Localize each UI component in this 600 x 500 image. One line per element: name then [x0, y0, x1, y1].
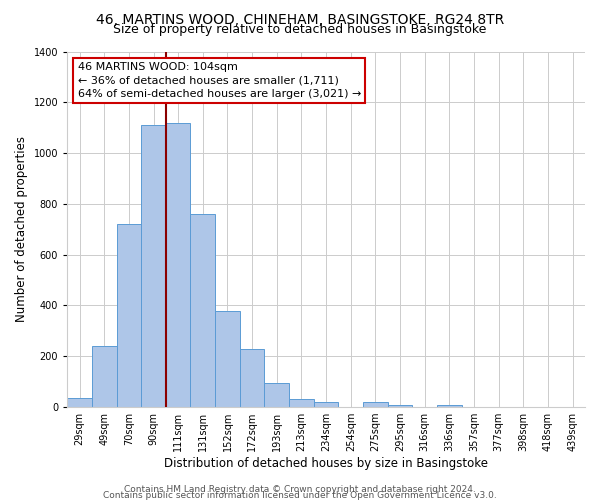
Bar — [166, 122, 190, 407]
Text: 46 MARTINS WOOD: 104sqm
← 36% of detached houses are smaller (1,711)
64% of semi: 46 MARTINS WOOD: 104sqm ← 36% of detache… — [77, 62, 361, 98]
Bar — [141, 125, 166, 407]
Bar — [437, 404, 462, 407]
Bar — [388, 404, 412, 407]
Bar — [215, 310, 240, 407]
Y-axis label: Number of detached properties: Number of detached properties — [15, 136, 28, 322]
Bar — [67, 398, 92, 407]
Text: Contains HM Land Registry data © Crown copyright and database right 2024.: Contains HM Land Registry data © Crown c… — [124, 485, 476, 494]
Bar — [314, 402, 338, 407]
Bar — [240, 348, 265, 407]
Bar — [92, 346, 116, 407]
Bar — [289, 400, 314, 407]
X-axis label: Distribution of detached houses by size in Basingstoke: Distribution of detached houses by size … — [164, 457, 488, 470]
Bar — [363, 402, 388, 407]
Bar — [190, 214, 215, 407]
Bar — [116, 224, 141, 407]
Text: 46, MARTINS WOOD, CHINEHAM, BASINGSTOKE, RG24 8TR: 46, MARTINS WOOD, CHINEHAM, BASINGSTOKE,… — [96, 12, 504, 26]
Text: Contains public sector information licensed under the Open Government Licence v3: Contains public sector information licen… — [103, 490, 497, 500]
Bar — [265, 383, 289, 407]
Text: Size of property relative to detached houses in Basingstoke: Size of property relative to detached ho… — [113, 22, 487, 36]
